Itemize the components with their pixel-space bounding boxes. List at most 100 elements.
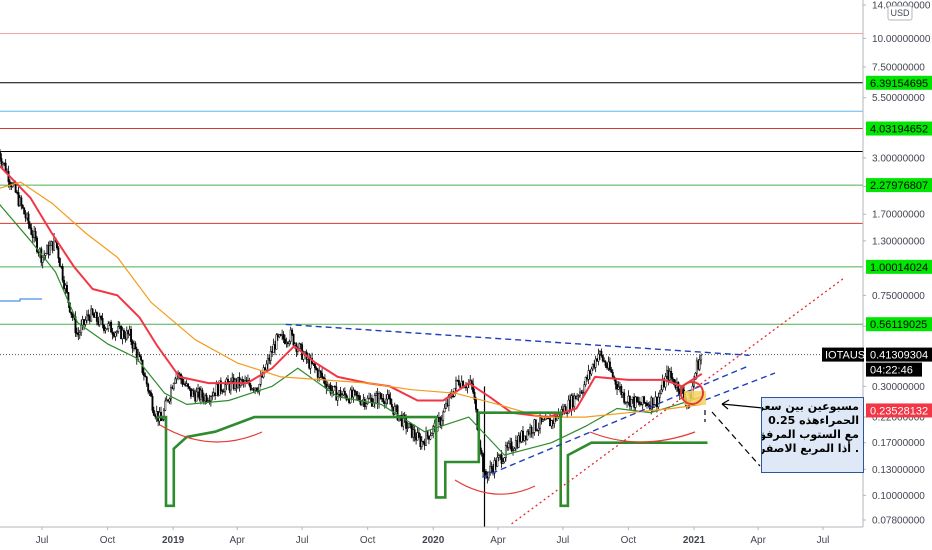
candle-body (209, 396, 212, 402)
plot-area (0, 33, 863, 527)
candle-body (282, 334, 285, 340)
candle-body (366, 398, 369, 404)
countdown-badge (866, 362, 922, 377)
candle-body (299, 343, 302, 345)
candle-body (507, 443, 510, 448)
candle-body (91, 308, 94, 315)
candle-body (291, 329, 294, 335)
candle-body (651, 397, 654, 408)
candle-body (152, 410, 155, 416)
candle-body (576, 395, 579, 400)
candle-body (611, 371, 614, 378)
candle-body (504, 445, 507, 458)
candle-body (95, 312, 98, 322)
candle-body (365, 403, 368, 407)
currency-label: USD (890, 8, 910, 18)
candle-body (326, 386, 329, 389)
candle-body (443, 407, 446, 413)
candle-body (539, 417, 542, 429)
level-badge (866, 259, 932, 274)
candle-body (537, 427, 540, 431)
candle-body (584, 377, 587, 385)
candle-body (249, 384, 252, 391)
candle-body (151, 396, 154, 411)
candle-body (480, 450, 483, 454)
candle-body (164, 400, 167, 411)
candle-body (658, 393, 661, 398)
dashed-trend-line (482, 364, 750, 478)
candle-body (174, 378, 177, 384)
x-tick-label: Jul (36, 535, 49, 546)
candle-body (677, 382, 680, 392)
annotation-box: مسبوعين بين سعري الحمراءهذه 0.25 مع الست… (761, 397, 864, 473)
candle-body (638, 401, 641, 405)
candle-body (298, 343, 301, 349)
candle-body (269, 351, 272, 361)
candle-body (526, 431, 529, 440)
candle-body (530, 426, 533, 434)
candle-body (335, 386, 338, 401)
y-tick-label: 1.70000000 (872, 210, 925, 221)
candle-body (140, 356, 142, 361)
candle-body (219, 380, 222, 391)
candle-body (420, 440, 423, 448)
annotation-arrow (711, 411, 761, 467)
currency-tag (887, 5, 913, 21)
candle-body (577, 395, 580, 397)
candle-body (147, 383, 150, 392)
candle-body (482, 453, 485, 472)
symbol-badge (822, 347, 864, 362)
candle-body (500, 454, 503, 464)
candle-body (497, 455, 500, 458)
indicator-line (0, 164, 703, 419)
level-badge (866, 75, 932, 90)
annotation-line: . أذا المربع الاصفر (761, 442, 859, 455)
candle-body (388, 394, 390, 399)
candle-body (406, 427, 409, 429)
candle-body (673, 379, 675, 385)
candle-body (145, 376, 148, 385)
candle-body (664, 376, 667, 388)
candle-body (440, 419, 443, 426)
candle-body (457, 380, 460, 385)
level-badge-text: 1.00014024 (870, 262, 928, 274)
candle-body (134, 343, 137, 350)
candle-body (105, 328, 108, 330)
candle-body (475, 399, 477, 410)
candle-body (275, 334, 278, 350)
candle-body (670, 371, 673, 378)
candle-body (168, 398, 171, 402)
candle-body (323, 378, 326, 385)
candle-body (284, 338, 286, 344)
y-tick-label: 7.50000000 (872, 62, 925, 73)
candle-body (162, 410, 165, 420)
candle-body (21, 204, 24, 209)
candle-body (195, 391, 198, 402)
candle-body (172, 382, 175, 390)
candle-body (319, 370, 322, 374)
x-tick-label: Oct (621, 535, 637, 546)
y-tick-label: 0.07800000 (872, 516, 925, 527)
candle-body (620, 386, 623, 396)
x-tick-label: Jul (556, 535, 569, 546)
candle-body (63, 280, 66, 289)
candle-body (192, 390, 195, 395)
candle-body (170, 387, 172, 400)
candle-body (289, 329, 292, 342)
candle-body (429, 435, 432, 440)
y-tick-label: 0.13000000 (872, 465, 925, 476)
support-step-line (157, 411, 708, 508)
candle-body (103, 324, 105, 331)
candle-body (579, 391, 581, 397)
candle-body (138, 354, 141, 357)
candle-body (566, 412, 569, 415)
countdown-label: 04:22:46 (870, 365, 913, 377)
level-badge (866, 178, 932, 193)
candle-body (65, 285, 68, 293)
stop-badge-text: 0.23528132 (870, 405, 928, 417)
candle-body (698, 359, 701, 370)
candle-body (343, 391, 346, 395)
candle-body (413, 429, 416, 438)
